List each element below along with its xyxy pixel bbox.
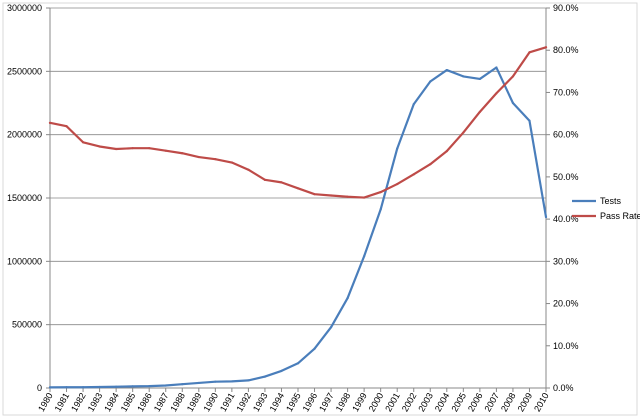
right-axis-tick-label: 50.0%: [553, 172, 579, 182]
data-point-tests: [164, 384, 167, 387]
left-axis-tick-labels: 0 500000 1000000 1500000 2000000 2500000 30000…: [7, 3, 42, 393]
data-point-pass-rate: [197, 155, 200, 159]
left-axis-tick-label: 2000000: [7, 130, 42, 140]
data-point-tests: [81, 386, 85, 389]
data-point-tests: [412, 103, 415, 106]
right-axis-tick-label: 0.0%: [553, 383, 574, 393]
right-axis-tick-label: 90.0%: [553, 3, 579, 13]
data-point-pass-rate: [329, 194, 333, 197]
legend-label-tests: Tests: [600, 196, 622, 206]
data-point-tests: [478, 77, 481, 81]
data-point-pass-rate: [363, 196, 366, 199]
data-point-tests: [429, 80, 432, 83]
data-point-pass-rate: [462, 131, 465, 134]
data-point-pass-rate: [214, 158, 217, 161]
data-point-pass-rate: [429, 163, 432, 166]
data-point-pass-rate: [396, 182, 399, 186]
data-point-tests: [263, 375, 267, 378]
data-point-pass-rate: [296, 187, 300, 190]
data-point-tests: [148, 385, 151, 388]
gridlines: [50, 7, 546, 326]
data-point-tests: [214, 380, 217, 383]
right-axis-tick-label: 60.0%: [553, 130, 579, 140]
right-axis-tick-label: 80.0%: [553, 45, 579, 55]
data-point-pass-rate: [379, 190, 382, 194]
legend-label-pass-rate: Pass Rate: [600, 211, 640, 221]
data-point-tests: [247, 379, 250, 382]
data-point-tests: [511, 101, 515, 105]
left-axis-tick-label: 1500000: [7, 193, 42, 203]
right-axis-tick-label: 40.0%: [553, 214, 579, 224]
data-point-tests: [197, 381, 200, 385]
data-point-tests: [296, 362, 300, 365]
data-point-pass-rate: [495, 92, 498, 95]
series-lines: [48, 46, 548, 389]
legend: Tests Pass Rate: [572, 196, 640, 221]
data-point-pass-rate: [544, 46, 548, 49]
data-point-tests: [181, 383, 184, 386]
data-point-tests: [544, 215, 548, 219]
data-point-pass-rate: [131, 147, 134, 150]
data-point-tests: [462, 75, 465, 78]
data-point-tests: [230, 380, 233, 383]
data-point-tests: [528, 119, 531, 122]
data-point-tests: [131, 385, 134, 388]
data-point-pass-rate: [412, 173, 415, 176]
data-point-tests: [379, 208, 382, 211]
data-point-pass-rate: [181, 152, 184, 155]
axes: [46, 7, 550, 392]
data-point-pass-rate: [115, 147, 118, 151]
data-point-tests: [313, 347, 316, 350]
data-point-pass-rate: [346, 195, 349, 198]
data-point-tests: [65, 386, 68, 389]
right-axis-tick-label: 10.0%: [553, 341, 579, 351]
data-point-pass-rate: [313, 193, 316, 196]
left-axis-tick-label: 1000000: [7, 256, 42, 266]
right-axis-tick-label: 30.0%: [553, 256, 579, 266]
left-axis-tick-label: 500000: [12, 320, 42, 330]
data-point-pass-rate: [230, 161, 233, 164]
data-point-pass-rate: [511, 75, 515, 78]
left-axis-tick-label: 0: [37, 383, 42, 393]
data-point-tests: [329, 326, 333, 329]
data-point-pass-rate: [148, 147, 151, 150]
left-axis-tick-label: 2500000: [7, 66, 42, 76]
data-point-pass-rate: [65, 125, 68, 128]
data-point-pass-rate: [164, 149, 167, 152]
right-axis-tick-labels: 0.0% 10.0% 20.0% 30.0% 40.0% 50.0% 60.0% 70.0% 8…: [553, 3, 579, 393]
data-point-pass-rate: [528, 51, 531, 54]
data-point-tests: [115, 385, 118, 388]
data-point-pass-rate: [263, 178, 267, 181]
right-axis-tick-label: 20.0%: [553, 299, 579, 309]
data-point-pass-rate: [98, 145, 101, 148]
data-point-tests: [48, 386, 52, 389]
data-point-pass-rate: [478, 110, 481, 113]
data-point-tests: [445, 68, 448, 72]
data-point-tests: [98, 385, 101, 389]
data-point-tests: [363, 255, 366, 258]
data-point-tests: [495, 66, 498, 69]
data-point-pass-rate: [445, 150, 448, 153]
left-axis-tick-label: 3000000: [7, 3, 42, 13]
data-point-pass-rate: [280, 181, 283, 184]
right-axis-tick-label: 70.0%: [553, 87, 579, 97]
data-point-pass-rate: [81, 141, 85, 144]
data-point-tests: [346, 296, 349, 300]
data-point-tests: [396, 147, 399, 150]
data-point-tests: [280, 369, 283, 372]
data-point-pass-rate: [247, 168, 250, 171]
data-point-pass-rate: [48, 121, 52, 124]
